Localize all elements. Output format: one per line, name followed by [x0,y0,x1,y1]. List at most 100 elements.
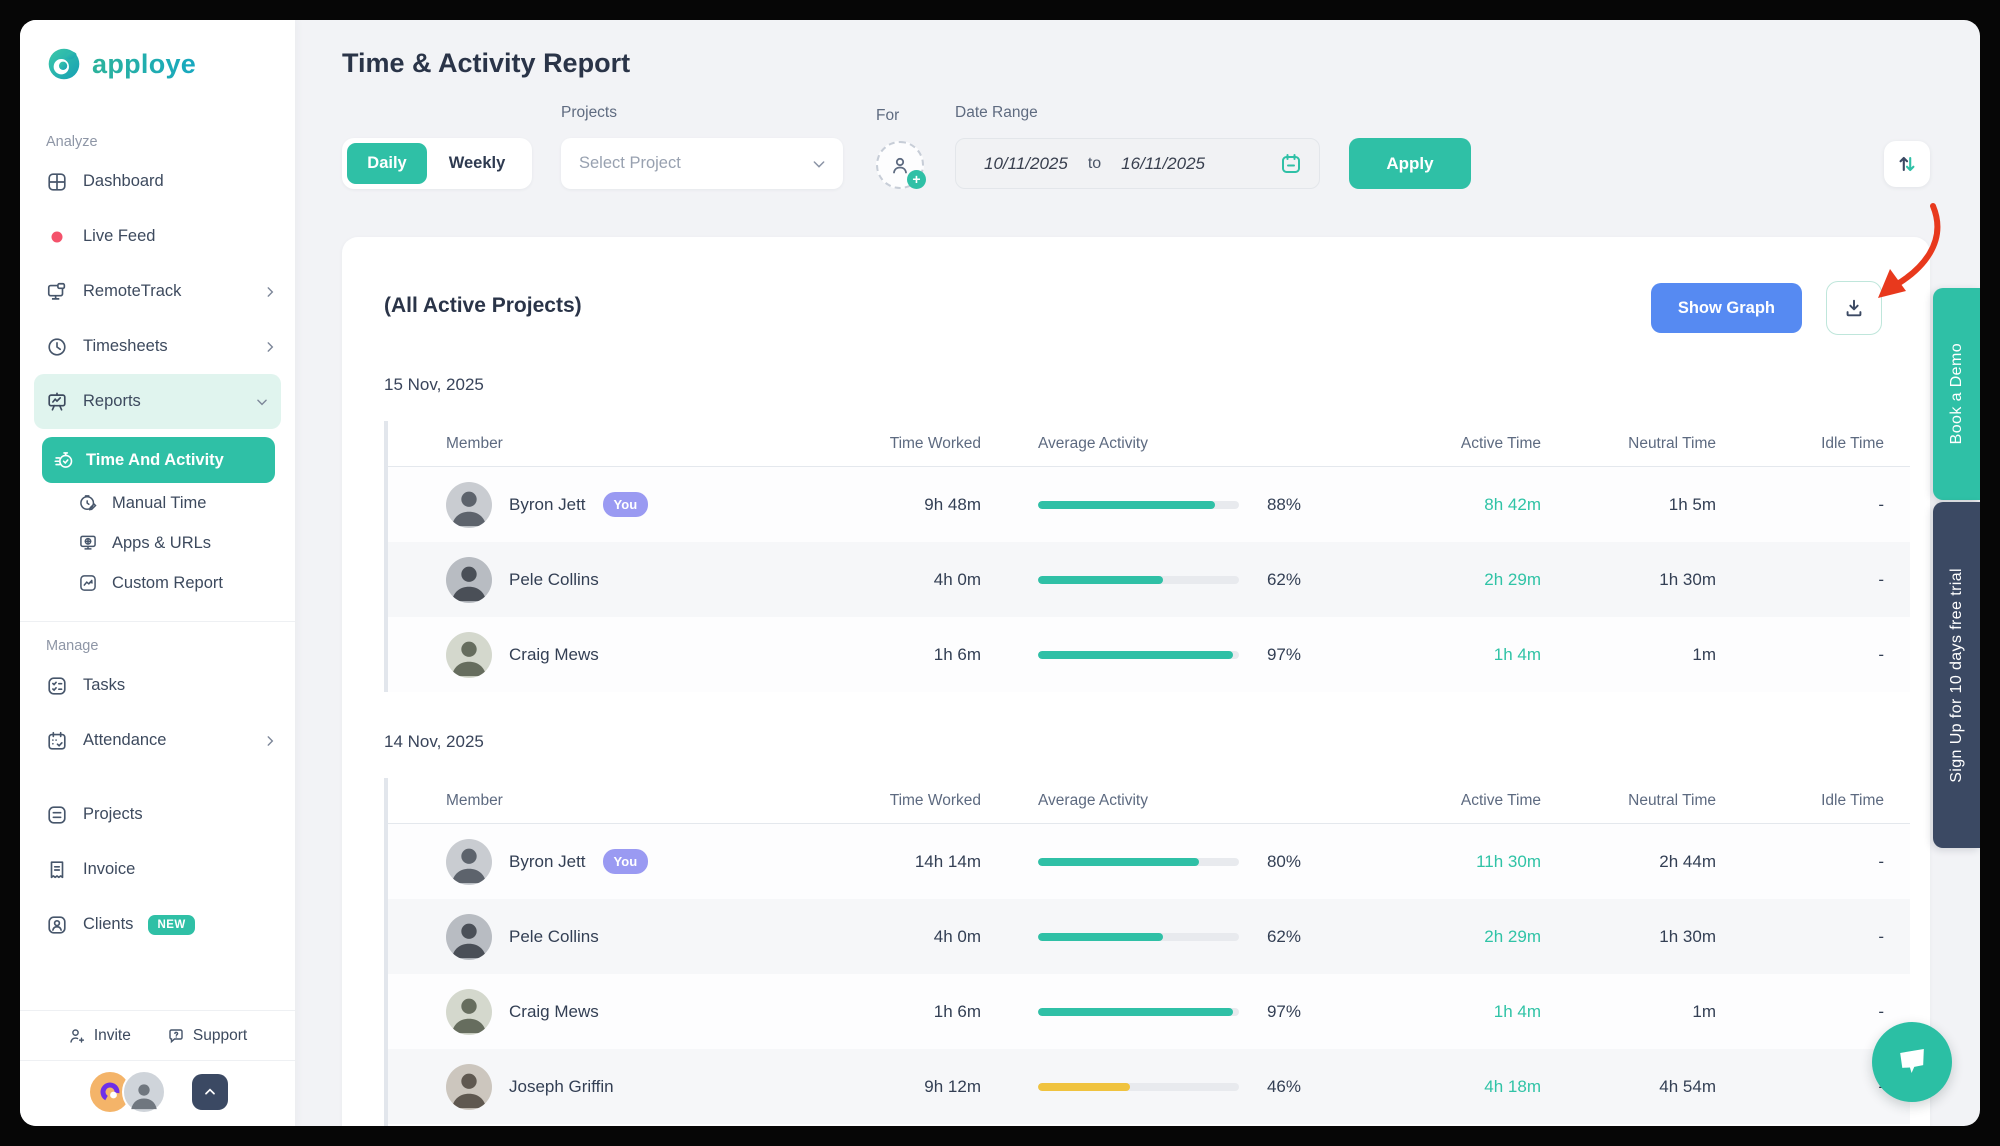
sidebar-item-live-feed[interactable]: Live Feed [20,209,295,264]
sidebar-item-label: Dashboard [83,172,164,190]
col-average-activity: Average Activity [1038,791,1148,809]
sidebar-item-label: Tasks [83,676,126,694]
sidebar-item-label: Timesheets [83,337,168,355]
table-row: Byron Jett You 9h 48m 88% 8h 42m 1h 5m - [388,467,1910,542]
add-member-filter[interactable]: + [876,141,926,189]
sidebar-item-custom-report[interactable]: Custom Report [20,563,295,603]
show-graph-button[interactable]: Show Graph [1650,283,1802,333]
idle-time: - [1878,644,1884,664]
neutral-time: 1m [1692,644,1716,664]
chat-bubble-icon [1900,1049,1924,1074]
sidebar-item-time-and-activity[interactable]: Time And Activity [42,437,275,483]
project-select-placeholder: Select Project [579,154,681,172]
idle-time: - [1878,851,1884,871]
invite-link[interactable]: Invite [68,1027,131,1045]
chevron-down-icon [255,395,269,409]
sidebar-item-timesheets[interactable]: Timesheets [20,319,295,374]
idle-time: - [1716,1077,1884,1097]
active-time: 11h 30m [1476,851,1541,871]
weekly-tab[interactable]: Weekly [427,154,527,173]
manual-time-icon [78,493,98,513]
sidebar-item-dashboard[interactable]: Dashboard [20,154,295,209]
invite-label: Invite [93,1026,131,1044]
sidebar-item-projects[interactable]: Projects [20,787,295,842]
signup-trial-label: Sign Up for 10 days free trial [1947,567,1965,783]
apploye-logo[interactable]: apploye [20,20,295,84]
sidebar-item-tasks[interactable]: Tasks [20,658,295,713]
member-avatar [446,838,492,885]
col-average-activity: Average Activity [1038,434,1148,452]
chat-widget-button[interactable] [1872,1022,1952,1102]
plus-icon: + [907,170,926,189]
sidebar-item-label: Apps & URLs [112,533,212,552]
page-title: Time & Activity Report [342,48,631,78]
sidebar-collapse-button[interactable] [191,1073,228,1110]
member-avatar [446,913,492,960]
member-avatar [446,1063,492,1110]
support-link[interactable]: Support [167,1027,247,1045]
person-icon [893,157,907,174]
member-avatar [446,988,492,1035]
table-row: Pele Collins 4h 0m 62% 2h 29m 1h 30m - [388,542,1910,617]
sidebar-item-label: Live Feed [83,227,156,245]
sort-button[interactable] [1884,141,1930,187]
date-to: 16/11/2025 [1121,153,1205,173]
section-label-analyze: Analyze [46,134,98,150]
app-window: apploye Analyze Dashboard Live Feed Remo… [20,20,1980,1126]
book-demo-label: Book a Demo [1947,343,1965,445]
date-range-label: Date Range [955,104,1038,121]
time-worked: 4h 0m [933,926,981,946]
neutral-time: 1h 30m [1659,926,1716,946]
time-activity-icon [54,450,74,470]
sidebar-item-invoice[interactable]: Invoice [20,842,295,897]
invite-icon [68,1027,86,1045]
chevron-down-icon [811,156,827,172]
chevron-right-icon [263,285,277,299]
download-button[interactable] [1826,281,1882,335]
dashboard-icon [46,171,68,193]
sidebar-item-attendance[interactable]: Attendance [20,713,295,768]
time-worked: 4h 0m [933,569,981,589]
sidebar-item-manual-time[interactable]: Manual Time [20,483,295,523]
member-name: Pele Collins [509,569,599,589]
download-icon [1846,299,1862,317]
sidebar-item-label: Clients [83,915,134,933]
active-time: 2h 29m [1484,569,1541,589]
member-name: Joseph Griffin [509,1076,614,1096]
section-date: 14 Nov, 2025 [384,732,484,751]
tasks-icon [46,675,68,697]
signup-trial-tab[interactable]: Sign Up for 10 days free trial [1933,502,1980,848]
activity-percent: 97% [1266,644,1301,664]
member-name: Byron Jett [509,851,586,871]
table-row: Byron Jett You 14h 14m 80% 11h 30m 2h 44… [388,824,1910,899]
member-name: Craig Mews [509,644,599,664]
support-label: Support [192,1026,248,1044]
daily-tab[interactable]: Daily [347,143,427,184]
project-select[interactable]: Select Project [561,138,843,189]
sidebar-item-remotetrack[interactable]: RemoteTrack [20,264,295,319]
sidebar-item-apps-urls[interactable]: Apps & URLs [20,523,295,563]
activity-bar [1038,1007,1239,1016]
table-row: Craig Mews 1h 6m 97% 1h 4m 1m - [388,617,1910,692]
member-name: Craig Mews [509,1001,599,1021]
neutral-time: 4h 54m [1659,1076,1716,1096]
book-demo-tab[interactable]: Book a Demo [1933,288,1980,500]
custom-report-icon [78,573,98,593]
sidebar-item-clients[interactable]: Clients NEW [20,897,295,952]
period-toggle: Daily Weekly [342,138,532,189]
sidebar-footer: Invite Support [20,1010,295,1126]
col-member: Member [446,791,503,809]
active-time: 4h 18m [1484,1076,1541,1096]
for-filter-label: For [876,107,900,124]
user-avatar[interactable] [121,1069,166,1114]
remotetrack-icon [46,281,68,303]
activity-percent: 97% [1266,1001,1301,1021]
date-range-input[interactable]: 10/11/2025 to 16/11/2025 [955,138,1320,189]
report-table: Member Time Worked Average Activity Acti… [384,778,1910,1126]
apply-button[interactable]: Apply [1349,138,1471,189]
you-badge: You [602,849,649,874]
sidebar-item-reports[interactable]: Reports [34,374,281,429]
attendance-icon [46,730,68,752]
time-worked: 1h 6m [933,1001,981,1021]
activity-percent: 46% [1266,1076,1301,1096]
